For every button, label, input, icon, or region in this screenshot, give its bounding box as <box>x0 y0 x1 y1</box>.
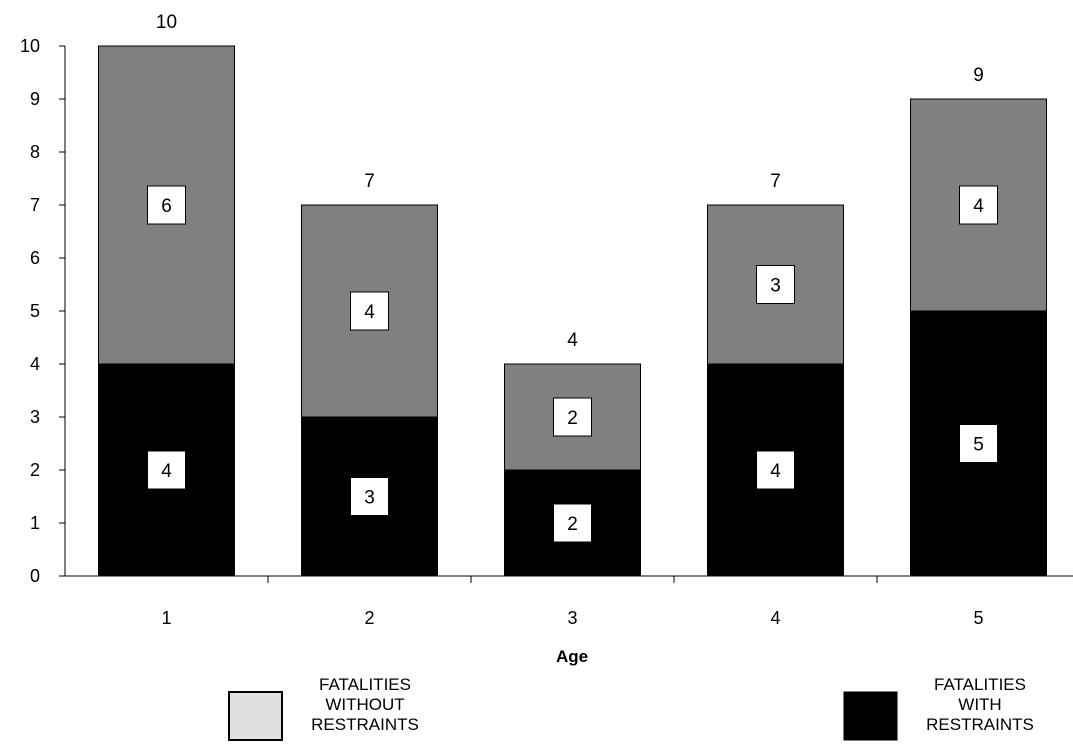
data-label-box <box>959 185 998 225</box>
data-label: 4 <box>364 302 375 323</box>
legend-swatch-without-restraints <box>228 691 283 741</box>
x-tick-label: 1 <box>161 608 171 628</box>
data-label-box <box>350 477 389 516</box>
legend-label-without-restraints: FATALITIES WITHOUT RESTRAINTS <box>300 675 430 735</box>
data-label-box <box>959 424 998 463</box>
y-tick-label: 3 <box>30 407 40 427</box>
data-label: 4 <box>770 461 781 482</box>
total-label: 9 <box>973 65 984 86</box>
legend-line: WITH <box>958 695 1002 714</box>
x-tick-label: 5 <box>973 608 983 628</box>
y-tick-label: 10 <box>20 36 40 56</box>
data-label: 4 <box>161 461 172 482</box>
total-label: 7 <box>364 171 375 192</box>
legend-line: RESTRAINTS <box>311 715 419 734</box>
data-label-box <box>756 450 795 490</box>
data-label: 4 <box>973 196 984 217</box>
x-tick-label: 4 <box>770 608 780 628</box>
x-tick-label: 2 <box>364 608 374 628</box>
y-tick-label: 0 <box>30 566 40 586</box>
legend-line: WITHOUT <box>325 695 405 714</box>
y-tick-label: 5 <box>30 301 40 321</box>
data-label: 5 <box>973 435 984 456</box>
total-label: 7 <box>770 171 781 192</box>
data-label-box <box>756 265 795 304</box>
data-label: 2 <box>567 514 578 535</box>
legend-line: FATALITIES <box>319 675 411 694</box>
data-label-box <box>350 291 389 331</box>
legend-line: RESTRAINTS <box>926 715 1034 734</box>
total-label: 10 <box>156 12 177 33</box>
data-label: 6 <box>161 196 172 217</box>
data-label: 3 <box>770 276 781 297</box>
total-label: 4 <box>567 330 578 351</box>
data-label: 3 <box>364 488 375 509</box>
y-tick-label: 4 <box>30 354 40 374</box>
y-tick-label: 6 <box>30 248 40 268</box>
y-tick-label: 2 <box>30 460 40 480</box>
y-tick-label: 1 <box>30 513 40 533</box>
data-label: 2 <box>567 408 578 429</box>
x-axis-title: Age <box>556 647 588 666</box>
legend-line: FATALITIES <box>934 675 1026 694</box>
legend-swatch-with-restraints <box>843 691 898 741</box>
y-tick-label: 8 <box>30 142 40 162</box>
data-label-box <box>553 503 592 543</box>
y-tick-label: 7 <box>30 195 40 215</box>
data-label-box <box>553 397 592 437</box>
x-tick-label: 3 <box>567 608 577 628</box>
legend-label-with-restraints: FATALITIES WITH RESTRAINTS <box>910 675 1050 735</box>
data-label-box <box>147 185 186 225</box>
y-tick-label: 9 <box>30 89 40 109</box>
data-label-box <box>147 450 186 490</box>
